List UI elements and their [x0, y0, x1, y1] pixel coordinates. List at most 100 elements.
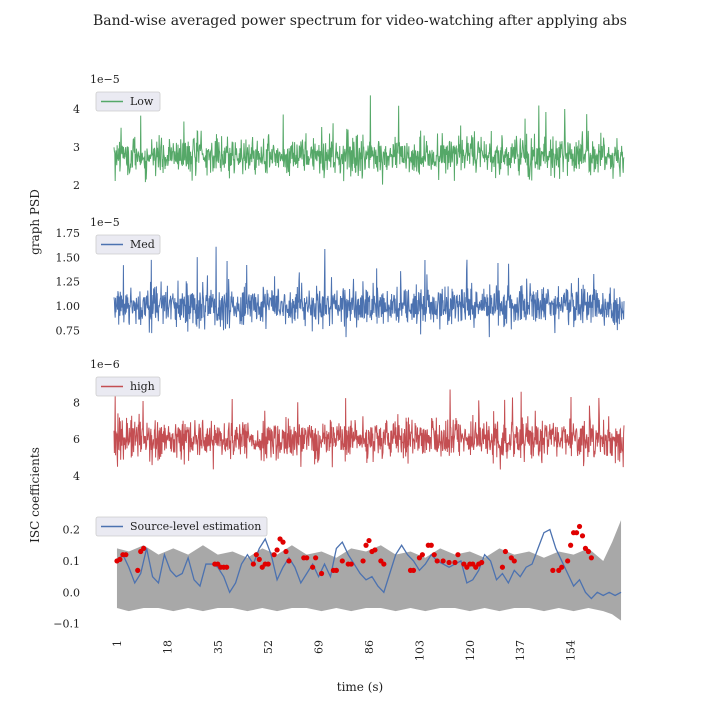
significant-point — [579, 533, 586, 539]
x-tick-label: 120 — [464, 640, 477, 661]
significant-point — [304, 555, 310, 561]
y-tick-label: 1.75 — [56, 227, 81, 240]
significant-point — [428, 542, 434, 548]
y-tick-label: 1.00 — [56, 300, 81, 313]
x-tick-label: 137 — [514, 640, 527, 661]
low-band-panel: 2 3 4 1e−5 Low — [73, 73, 625, 192]
x-tick-label: 154 — [565, 640, 578, 661]
significant-point — [576, 523, 583, 530]
y-tick-label: 4 — [73, 103, 80, 116]
significant-point — [117, 556, 123, 562]
y-tick-label: 8 — [73, 397, 80, 410]
significant-point — [550, 567, 556, 573]
significant-point — [452, 559, 458, 566]
estimate-line — [116, 528, 622, 600]
x-tick-label: 35 — [212, 640, 225, 654]
significant-point — [333, 567, 339, 573]
significant-point — [363, 542, 369, 548]
significant-point — [431, 552, 437, 558]
legend-label: high — [130, 380, 155, 393]
confidence-band — [116, 520, 622, 621]
legend: Low — [95, 91, 161, 112]
x-tick-label: 69 — [313, 640, 326, 654]
significant-point — [568, 542, 574, 548]
significant-point — [573, 530, 580, 536]
legend: Source-level estimation — [95, 516, 268, 537]
x-tick-label: 18 — [161, 640, 174, 654]
med-band-panel: 0.75 1.00 1.25 1.50 1.75 1e−5 Med — [56, 216, 625, 337]
significant-point — [141, 545, 147, 551]
legend-label: Med — [130, 238, 155, 251]
x-axis-label: time (s) — [337, 680, 383, 694]
y-tick-label: 0.0 — [63, 586, 81, 599]
significant-point — [310, 564, 316, 570]
x-tick-label: 103 — [413, 640, 426, 661]
offset-label: 1e−5 — [90, 73, 120, 86]
significant-point — [479, 559, 485, 566]
significant-point — [253, 552, 259, 558]
high-band-panel: 4 6 8 1e−6 high — [73, 358, 625, 483]
significant-point — [499, 564, 506, 570]
psd-series-line — [113, 95, 625, 185]
significant-point — [135, 567, 141, 573]
legend-box — [95, 91, 161, 112]
significant-point — [434, 558, 440, 564]
significant-point — [339, 558, 345, 564]
significant-point — [280, 539, 286, 545]
significant-point — [256, 556, 262, 562]
significant-point — [283, 548, 289, 555]
significant-point — [360, 558, 366, 564]
y-tick-label: 1.25 — [56, 276, 81, 289]
psd-ylabel: graph PSD — [28, 189, 42, 255]
y-tick-label: 0.75 — [56, 324, 81, 337]
y-tick-label: 3 — [73, 141, 80, 154]
significant-point — [419, 552, 425, 558]
significant-point — [224, 564, 230, 570]
legend: Med — [95, 234, 161, 255]
significant-point — [511, 558, 517, 564]
psd-series-line — [113, 389, 625, 470]
legend-box — [95, 516, 268, 537]
significant-point — [250, 561, 256, 567]
legend-label: Low — [130, 95, 154, 108]
legend-box — [95, 376, 161, 397]
isc-ylabel: ISC coefficients — [28, 447, 42, 543]
offset-label: 1e−5 — [90, 216, 120, 229]
x-tick-label: 52 — [262, 640, 275, 654]
legend: high — [95, 376, 161, 397]
y-tick-label: 1.50 — [56, 251, 81, 264]
significant-point — [410, 567, 417, 573]
y-tick-label: 0.1 — [63, 555, 81, 568]
significant-point — [446, 559, 452, 566]
offset-label: 1e−6 — [90, 358, 120, 371]
x-tick-label: 1 — [111, 640, 124, 647]
significant-point — [271, 552, 277, 558]
legend-box — [95, 234, 161, 255]
significant-point — [366, 537, 372, 544]
legend-label: Source-level estimation — [130, 520, 261, 533]
significant-point — [381, 561, 387, 567]
significant-point — [440, 558, 446, 564]
y-tick-label: 0.2 — [63, 524, 81, 537]
significant-point — [318, 570, 325, 577]
y-tick-label: 2 — [73, 179, 80, 192]
significant-point — [372, 547, 378, 553]
significant-point — [559, 564, 565, 570]
x-tick-label: 86 — [363, 640, 376, 654]
significant-point — [585, 548, 592, 555]
significant-point — [502, 548, 508, 555]
y-tick-label: −0.1 — [53, 618, 80, 631]
significant-point — [588, 555, 594, 561]
significant-point — [313, 555, 319, 561]
y-tick-label: 4 — [73, 470, 80, 483]
significant-point — [123, 552, 129, 558]
significant-point — [455, 552, 461, 558]
significant-point — [286, 558, 292, 564]
isc-panel: −0.1 0.0 0.1 0.2 1 18 35 52 69 86 103 120 137 154 Sour… — [53, 516, 622, 661]
significant-point — [348, 561, 354, 567]
significant-point — [274, 547, 280, 553]
psd-series-line — [113, 246, 625, 338]
significant-point — [265, 561, 271, 567]
significant-point — [565, 558, 571, 564]
